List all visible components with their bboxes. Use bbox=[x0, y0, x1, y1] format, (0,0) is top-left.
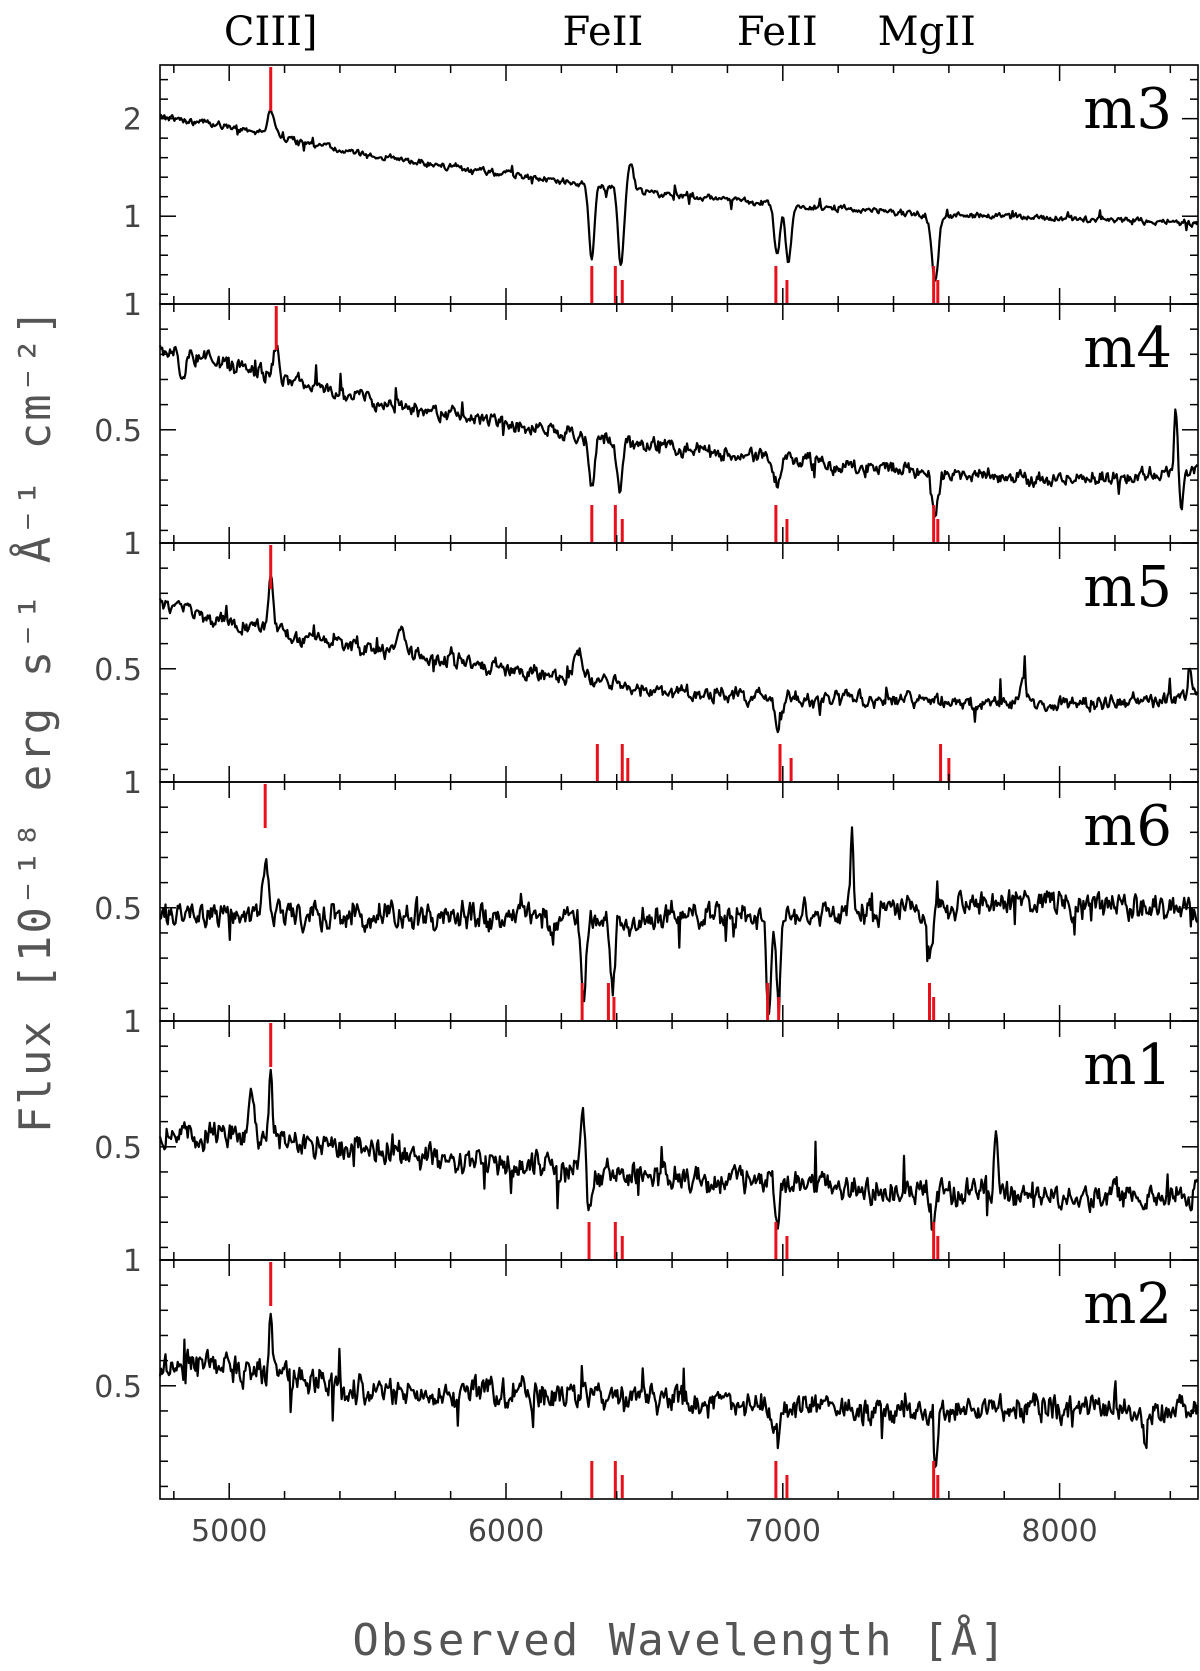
panel-label-m2: m2 bbox=[1083, 1272, 1172, 1337]
y-tick-label-m2: 0.5 bbox=[94, 1370, 142, 1405]
panel-m3: 1 2 m3 bbox=[123, 64, 1199, 305]
y-axis-title: Flux [10⁻¹⁸ erg s⁻¹ Å⁻¹ cm⁻²] bbox=[8, 307, 61, 1133]
spectrum-line-m4 bbox=[158, 344, 1199, 518]
y-tick-label-m1: 0.5 bbox=[94, 1131, 142, 1166]
y-tick-label-m2: 1 bbox=[123, 1244, 142, 1279]
panel-m4: 0.5 1 m4 bbox=[94, 288, 1199, 544]
y-tick-label-m4: 1 bbox=[123, 288, 142, 323]
panel-frame-m3 bbox=[159, 64, 1199, 305]
spectrum-line-m6 bbox=[159, 826, 1199, 1021]
spectral-line-labels: CIII] FeII FeII MgII bbox=[224, 9, 976, 55]
panel-label-m5: m5 bbox=[1083, 555, 1172, 620]
y-tick-label-m5: 0.5 bbox=[94, 653, 142, 688]
y-tick-label-m6: 0.5 bbox=[94, 892, 142, 927]
y-tick-label-m4: 0.5 bbox=[94, 414, 142, 449]
panel-frame-m2 bbox=[159, 1259, 1199, 1500]
panel-m1: 0.5 1 m1 bbox=[94, 1005, 1199, 1261]
line-label-3: MgII bbox=[878, 9, 976, 55]
line-label-1: FeII bbox=[562, 9, 643, 55]
y-tick-label-m6: 1 bbox=[123, 766, 142, 801]
panel-m6: 0.5 1 m6 bbox=[94, 766, 1199, 1022]
spectrum-line-m2 bbox=[158, 1312, 1199, 1469]
panel-label-m1: m1 bbox=[1083, 1033, 1172, 1098]
line-label-2: FeII bbox=[737, 9, 818, 55]
panel-frame-m4 bbox=[159, 303, 1199, 544]
panel-label-m4: m4 bbox=[1083, 316, 1172, 381]
y-tick-label-m3: 1 bbox=[123, 200, 142, 235]
x-tick-label: 6000 bbox=[468, 1514, 544, 1549]
panel-m5: 0.5 1 m5 bbox=[94, 527, 1199, 783]
spectrum-panels: 1 2 m3 0.5 1 m4 0.5 1 m5 0.5 1 m6 0.5 1 m1 0.5 1 m2 5000 60… bbox=[94, 64, 1199, 1549]
spectrum-line-m1 bbox=[158, 1068, 1199, 1231]
panel-frame-m5 bbox=[159, 542, 1199, 783]
panel-frame-m1 bbox=[159, 1020, 1199, 1261]
y-tick-label-m3: 2 bbox=[123, 103, 142, 138]
panel-m2: 0.5 1 m2 5000 6000 7000 8000 bbox=[94, 1244, 1199, 1549]
spectrum-line-m5 bbox=[158, 574, 1199, 734]
x-tick-label: 8000 bbox=[1021, 1514, 1097, 1549]
x-tick-label: 5000 bbox=[191, 1514, 267, 1549]
y-tick-label-m5: 1 bbox=[123, 527, 142, 562]
x-tick-label: 7000 bbox=[745, 1514, 821, 1549]
line-label-0: CIII] bbox=[224, 9, 318, 55]
panel-label-m3: m3 bbox=[1083, 77, 1172, 142]
y-tick-label-m1: 1 bbox=[123, 1005, 142, 1040]
x-axis-title: Observed Wavelength [Å] bbox=[352, 1613, 1007, 1666]
panel-label-m6: m6 bbox=[1083, 794, 1172, 859]
spectrum-line-m3 bbox=[159, 108, 1199, 282]
